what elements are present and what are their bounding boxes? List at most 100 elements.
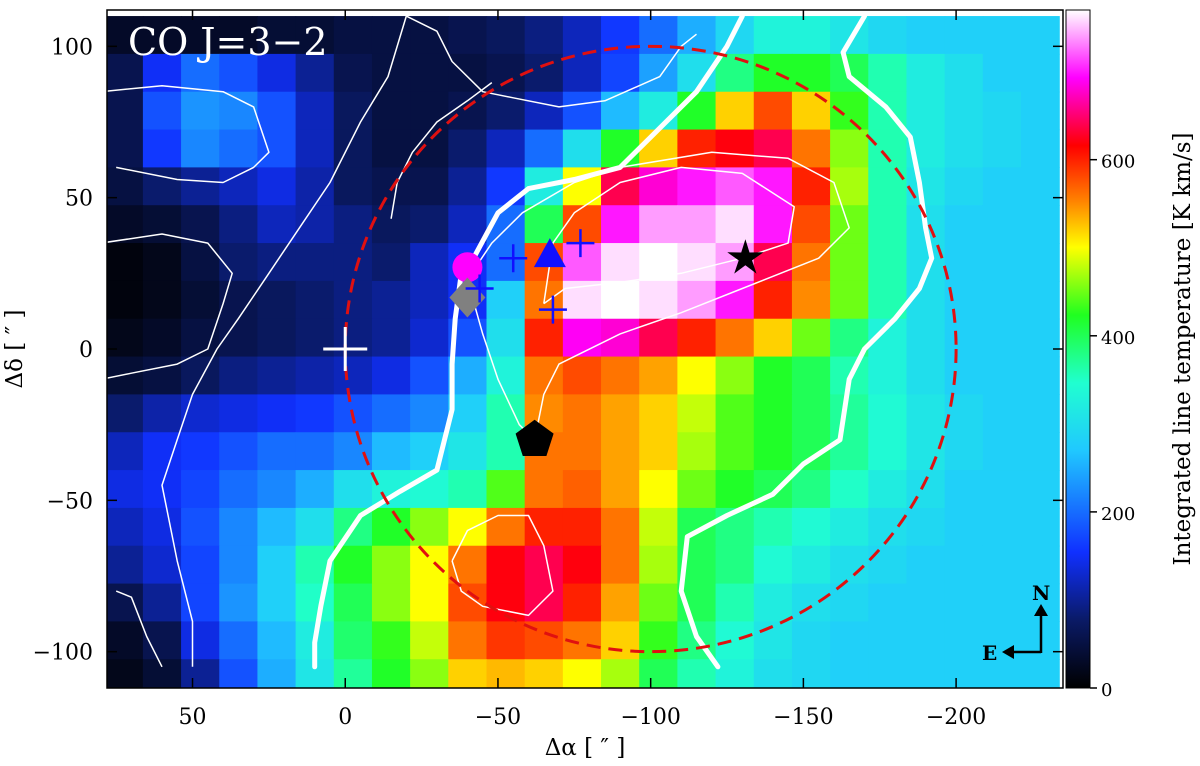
heatmap-cell — [906, 167, 946, 206]
heatmap-cell — [639, 583, 678, 623]
heatmap-cell — [142, 394, 182, 433]
heatmap-cell — [333, 432, 373, 471]
heatmap-cell — [181, 583, 220, 623]
heatmap-cell — [601, 583, 640, 623]
heatmap-cell — [410, 205, 449, 244]
heatmap-cell — [257, 16, 297, 55]
heatmap-cell — [448, 356, 488, 396]
heatmap-cell — [753, 507, 793, 547]
heatmap-cell — [677, 432, 717, 471]
colorbar — [1065, 9, 1091, 689]
heatmap-cell — [982, 621, 1022, 660]
heatmap-cell — [753, 432, 793, 471]
heatmap-cell — [944, 621, 984, 660]
colorbar-axis: 0 200 400 600 — [1090, 152, 1135, 701]
heatmap-cell — [257, 507, 297, 547]
heatmap-cell — [142, 432, 182, 471]
x-tick-label: −50 — [475, 705, 521, 730]
heatmap-cell — [715, 659, 755, 688]
heatmap-cell — [715, 621, 755, 660]
heatmap-cell — [181, 545, 220, 585]
heatmap-cell — [219, 394, 259, 433]
heatmap-cell — [791, 91, 831, 131]
contour-thick — [471, 13, 745, 261]
heatmap-cell — [982, 129, 1022, 168]
heatmap-cell — [1021, 659, 1060, 688]
x-tick-label: −200 — [926, 705, 986, 730]
heatmap-cell — [601, 129, 640, 168]
heatmap-cell — [142, 205, 182, 244]
heatmap-cell — [333, 621, 373, 660]
heatmap-cell — [677, 318, 717, 358]
heatmap-cell — [791, 53, 831, 93]
heatmap-cell — [219, 621, 259, 660]
heatmap-cell — [753, 280, 793, 320]
heatmap-cell — [1021, 356, 1060, 396]
heatmap-cell — [333, 659, 373, 688]
heatmap-cell — [524, 16, 564, 55]
colorbar-tick-label: 0 — [1101, 680, 1112, 701]
heatmap-cell — [1021, 394, 1060, 433]
heatmap-cell — [1021, 470, 1060, 509]
heatmap-cell — [944, 205, 984, 244]
heatmap-cell — [219, 53, 259, 93]
heatmap-cell — [1021, 507, 1060, 547]
colorbar-tick-label: 600 — [1101, 152, 1135, 173]
y-tick-label: −100 — [33, 641, 93, 666]
heatmap-cell — [601, 507, 640, 547]
heatmap-cell — [868, 545, 908, 585]
heatmap-cell — [107, 129, 144, 168]
heatmap-cell — [295, 53, 335, 93]
heatmap-cell — [219, 318, 259, 358]
heatmap-cell — [715, 167, 755, 206]
heatmap-cell — [982, 356, 1022, 396]
heatmap-cell — [601, 53, 640, 93]
heatmap-cell — [524, 53, 564, 93]
heatmap-cell — [219, 167, 259, 206]
heatmap-cell — [257, 167, 297, 206]
heatmap-cell — [562, 470, 602, 509]
heatmap-cell — [486, 470, 526, 509]
heatmap-cell — [639, 129, 678, 168]
heatmap-cell — [107, 243, 144, 282]
heatmap-cell — [830, 129, 869, 168]
heatmap-cell — [181, 205, 220, 244]
colorbar-label: Integrated line temperature [K km/s] — [1170, 133, 1196, 566]
heatmap-cell — [410, 16, 449, 55]
contour-thin — [115, 590, 163, 668]
heatmap-cell — [295, 470, 335, 509]
heatmap-cell — [562, 356, 602, 396]
contour-thin — [405, 15, 697, 108]
heatmap-cell — [295, 507, 335, 547]
heatmap-cell — [677, 129, 717, 168]
heatmap-cell — [181, 16, 220, 55]
marker-plus — [499, 244, 528, 273]
heatmap-cell — [830, 394, 869, 433]
heatmap-cell — [639, 470, 678, 509]
heatmap-cell — [181, 318, 220, 358]
heatmap-cell — [830, 470, 869, 509]
heatmap-cell — [753, 243, 793, 282]
heatmap-cell — [677, 280, 717, 320]
heatmap-cells — [107, 16, 1060, 688]
heatmap-cell — [791, 659, 831, 688]
heatmap-cell — [524, 545, 564, 585]
heatmap-cell — [1021, 53, 1060, 93]
heatmap-cell — [601, 167, 640, 206]
heatmap-cell — [1021, 243, 1060, 282]
heatmap-cell — [524, 205, 564, 244]
heatmap-cell — [486, 167, 526, 206]
heatmap-cell — [524, 470, 564, 509]
heatmap-cell — [791, 16, 831, 55]
heatmap-cell — [107, 621, 144, 660]
heatmap-cell — [868, 16, 908, 55]
heatmap-cell — [410, 356, 449, 396]
heatmap-cell — [753, 205, 793, 244]
heatmap-cell — [982, 659, 1022, 688]
heatmap-cell — [1021, 318, 1060, 358]
heatmap-cell — [107, 356, 144, 396]
heatmap-cell — [295, 280, 335, 320]
heatmap-cell — [371, 394, 411, 433]
heatmap-cell — [906, 91, 946, 131]
contour-thin — [161, 15, 408, 667]
